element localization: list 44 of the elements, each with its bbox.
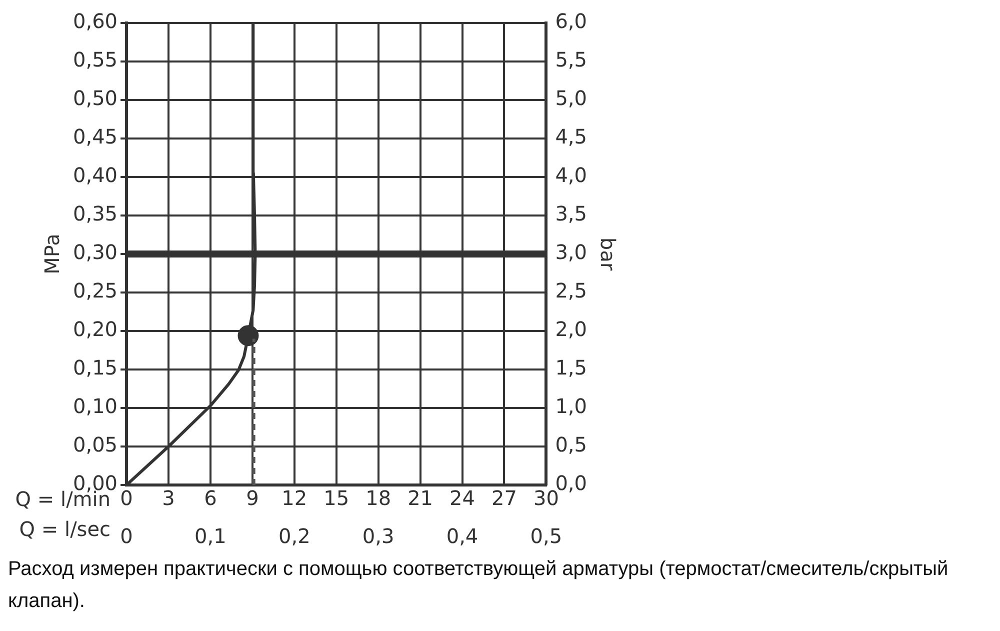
- x-tick-label: 18: [366, 486, 392, 510]
- x-tick-label: 0: [120, 486, 133, 510]
- y2-axis-title: bar: [596, 237, 620, 272]
- y-tick-label: 0,60: [73, 9, 118, 34]
- y2-tick-label: 3,5: [555, 202, 588, 226]
- x2-tick-label: 0,3: [362, 524, 394, 548]
- y-tick-label: 0,10: [73, 394, 118, 418]
- y2-tick-label: 1,0: [555, 394, 588, 418]
- y2-tick-label: 2,0: [555, 317, 588, 342]
- x-tick-label: 6: [204, 486, 217, 510]
- x2-axis-title: Q = l/sec: [19, 517, 111, 542]
- x-tick-label: 9: [246, 486, 259, 510]
- x2-tick-label: 0,5: [530, 524, 562, 548]
- x-tick-label: 24: [450, 486, 475, 510]
- y2-tick-label: 0,5: [555, 432, 588, 457]
- x-tick-label: 21: [408, 486, 434, 510]
- x-tick-label: 12: [282, 486, 308, 510]
- y-tick-label: 0,05: [73, 432, 118, 457]
- y2-tick-label: 3,0: [555, 240, 588, 264]
- y2-tick-label: 2,5: [555, 278, 588, 303]
- y-tick-label: 0,55: [73, 48, 118, 72]
- y-tick-label: 0,50: [73, 86, 118, 110]
- x2-tick-label: 0,1: [194, 524, 226, 548]
- y-tick-label: 0,20: [73, 317, 118, 342]
- y-tick-label: 0,30: [73, 240, 118, 264]
- y2-tick-label: 6,0: [555, 9, 588, 34]
- x-tick-label: 27: [492, 486, 517, 510]
- x-tick-label: 3: [162, 486, 175, 510]
- text: Расход измерен практически с помощью соответствующей арматуры (термостат/смеситель/скрытый клапан).: [8, 557, 950, 614]
- y-tick-label: 0,25: [73, 278, 118, 303]
- y-tick-label: 0,35: [73, 202, 118, 226]
- y2-tick-label: 4,0: [555, 163, 588, 188]
- x-tick-label: 15: [324, 486, 350, 510]
- y2-tick-label: 1,5: [555, 356, 588, 380]
- y-tick-label: 0,45: [73, 124, 118, 149]
- x2-tick-label: 0,4: [446, 524, 478, 548]
- x2-tick-label: 0,2: [278, 524, 310, 548]
- y-tick-label: 0,15: [73, 356, 118, 380]
- y-axis-title: MPa: [40, 234, 64, 274]
- x2-tick-label: 0: [120, 524, 133, 548]
- y-tick-label: 0,40: [73, 163, 118, 188]
- y2-tick-label: 4,5: [555, 124, 588, 149]
- y2-tick-label: 5,0: [555, 86, 588, 110]
- y2-tick-label: 5,5: [555, 48, 588, 72]
